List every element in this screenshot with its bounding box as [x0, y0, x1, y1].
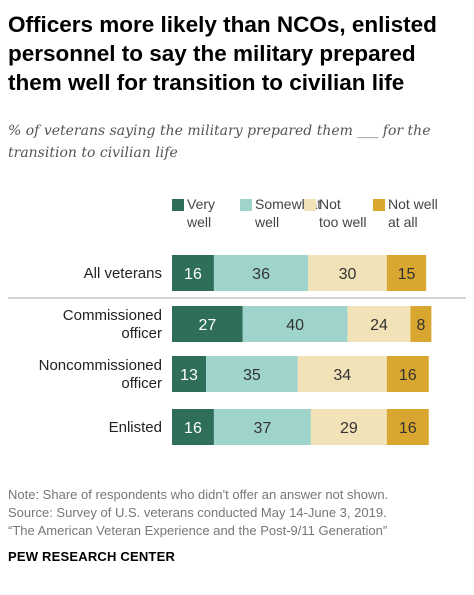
- legend-label: Not too well: [319, 196, 366, 230]
- data-label: 27: [198, 317, 216, 334]
- bar-segment: [213, 409, 311, 445]
- report-title-text: “The American Veteran Experience and the…: [8, 523, 388, 538]
- data-label: 16: [184, 266, 202, 283]
- note-text: Note: Share of respondents who didn't of…: [8, 487, 389, 502]
- data-label: 13: [180, 367, 198, 384]
- data-label: 30: [339, 266, 357, 283]
- bar-segment: [410, 306, 432, 342]
- legend-label: Not well at all: [388, 196, 438, 230]
- bar-segment: [297, 356, 387, 392]
- bar-segment: [242, 306, 348, 342]
- data-label: 16: [399, 367, 417, 384]
- legend-swatch: [240, 199, 252, 211]
- bar-segment: [386, 356, 429, 392]
- bar-segment: [213, 255, 309, 291]
- data-label: 36: [252, 266, 270, 283]
- bar-segment: [172, 306, 243, 342]
- bar-segment: [347, 306, 411, 342]
- bar-segment: [310, 409, 387, 445]
- category-label: Enlisted: [109, 419, 162, 436]
- bar-segment: [386, 409, 429, 445]
- source-text: Source: Survey of U.S. veterans conducte…: [8, 505, 387, 520]
- data-label: 15: [398, 266, 416, 283]
- bar-segment: [172, 255, 214, 291]
- bar-segment: [206, 356, 298, 392]
- category-label: Commissioned officer: [63, 307, 162, 342]
- chart-subtitle: % of veterans saying the military prepar…: [8, 123, 431, 161]
- category-label: All veterans: [84, 265, 162, 282]
- data-label: 8: [416, 317, 425, 334]
- legend-swatch: [172, 199, 184, 211]
- data-label: 16: [399, 420, 417, 437]
- data-label: 35: [243, 367, 261, 384]
- bar-segment: [172, 356, 207, 392]
- bar-segment: [172, 409, 214, 445]
- legend-swatch: [373, 199, 385, 211]
- data-label: 37: [253, 420, 271, 437]
- brand-logo-text: PEW RESEARCH CENTER: [8, 549, 176, 564]
- bar-segment: [386, 255, 427, 291]
- data-label: 34: [333, 367, 351, 384]
- bar-segment: [308, 255, 387, 291]
- legend-label: Very well: [186, 196, 215, 230]
- data-label: 29: [340, 420, 358, 437]
- chart-title: Officers more likely than NCOs, enlisted…: [8, 12, 437, 95]
- data-label: 16: [184, 420, 202, 437]
- category-label: Noncommissioned officer: [39, 357, 162, 392]
- legend-swatch: [304, 199, 316, 211]
- data-label: 24: [370, 317, 388, 334]
- data-label: 40: [286, 317, 304, 334]
- chart-notes: Note: Share of respondents who didn't of…: [8, 486, 468, 540]
